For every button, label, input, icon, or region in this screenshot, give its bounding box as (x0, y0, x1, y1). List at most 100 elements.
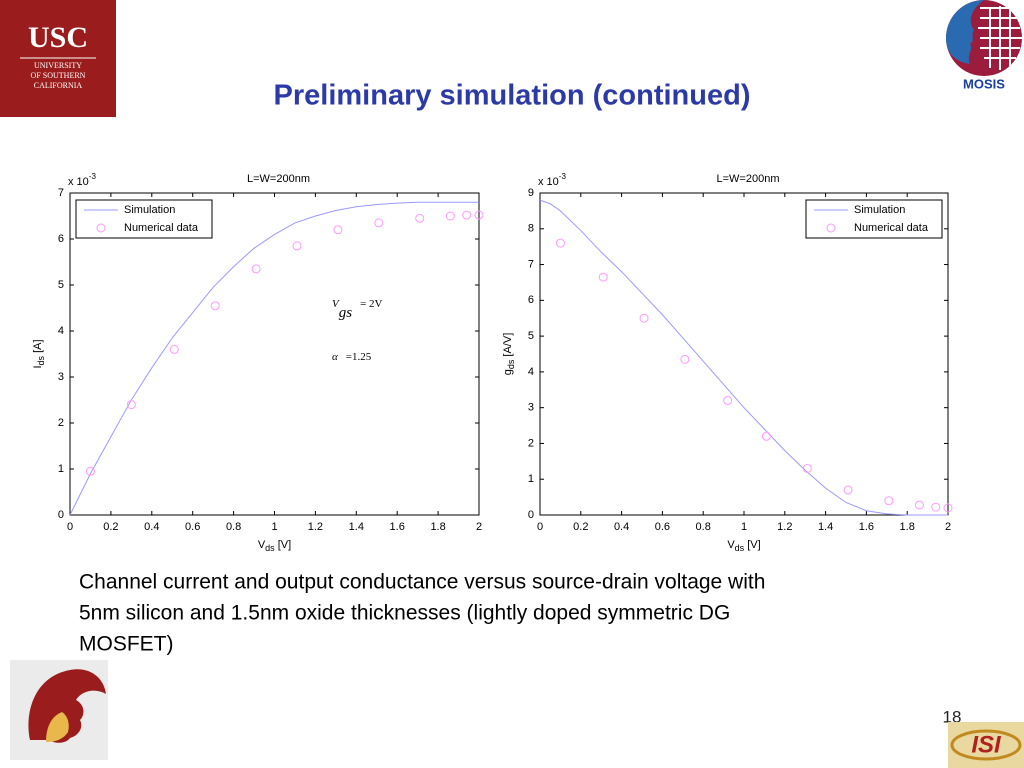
equation-rhs: = 2V (360, 298, 382, 310)
x-tick-label: 1 (271, 521, 277, 533)
mosis-head (946, 0, 984, 64)
y-tick-label: 6 (58, 233, 64, 245)
y-scale: x 10-3 (68, 172, 96, 188)
mosis-grid (978, 6, 1022, 70)
x-tick-label: 2 (476, 521, 482, 533)
data-point (251, 264, 261, 274)
chart-title: L=W=200nm (717, 173, 780, 185)
data-point (884, 496, 894, 506)
y-label-text: I (32, 365, 44, 368)
plot-area (539, 192, 949, 516)
data-point (374, 218, 384, 228)
data-point (914, 500, 924, 510)
y-label-unit: [A/V] (502, 333, 514, 360)
simulation-line (69, 201, 479, 516)
x-tick-label: 1.6 (390, 521, 405, 533)
x-label-unit: [V] (275, 539, 292, 551)
y-tick-label: 1 (528, 473, 534, 485)
data-point (445, 211, 455, 221)
isi-logo: ISI (948, 722, 1024, 768)
y-tick-label: 9 (528, 187, 534, 199)
x-tick-label: 1.8 (430, 521, 445, 533)
equation: α =1.25 (332, 351, 372, 363)
page-number: 18 (943, 707, 962, 726)
data-point (292, 241, 302, 251)
y-scale-exp: -3 (89, 172, 97, 181)
data-point (474, 210, 484, 220)
chart-title: L=W=200nm (247, 173, 310, 185)
x-label-text: V (727, 539, 735, 551)
x-tick-label: 0 (67, 521, 73, 533)
equation-sub: gs (339, 305, 353, 321)
equation: Vgs = 2V (332, 298, 383, 322)
x-tick-label: 0.8 (696, 521, 711, 533)
x-tick-label: 0.6 (655, 521, 670, 533)
y-tick-label: 7 (58, 187, 64, 199)
y-scale-base: x 10 (68, 176, 89, 188)
y-label-unit: [A] (32, 339, 44, 356)
trojan-logo (10, 660, 108, 760)
y-tick-label: 1 (58, 463, 64, 475)
x-tick-label: 0.4 (144, 521, 159, 533)
data-point (943, 503, 953, 513)
usc-logo-text: CALIFORNIA (34, 81, 83, 90)
y-tick-label: 3 (58, 371, 64, 383)
legend-label: Numerical data (854, 222, 929, 234)
usc-logo-text: OF SOUTHERN (31, 71, 86, 80)
y-tick-label: 0 (528, 509, 534, 521)
x-tick-label: 0.4 (614, 521, 629, 533)
trojan-face (46, 712, 69, 742)
y-axis-label: Ids [A] (32, 339, 46, 368)
data-point (931, 502, 941, 512)
legend-swatch (826, 223, 836, 233)
y-label-sub: ds (36, 355, 46, 365)
plot: 0 0.2 0.4 0.6 0.8 1 1.2 1.4 1.6 1.8 2 0 1 2 3 4 5 6 7 8 9 L=W… (502, 172, 953, 553)
mosis-text: MOSIS (963, 76, 1005, 91)
data-point (210, 301, 220, 311)
data-point (555, 238, 565, 248)
legend-label: Simulation (854, 204, 905, 216)
legend-label: Numerical data (124, 222, 199, 234)
x-label-sub: ds (265, 543, 275, 553)
x-label-sub: ds (735, 543, 745, 553)
y-tick-label: 8 (528, 223, 534, 235)
y-label-sub: ds (506, 359, 516, 369)
slide-title: Preliminary simulation (continued) (274, 80, 751, 112)
y-tick-label: 0 (58, 509, 64, 521)
legend-label: Simulation (124, 204, 175, 216)
y-tick-label: 2 (58, 417, 64, 429)
isi-text: ISI (971, 731, 1002, 758)
x-tick-label: 1.2 (777, 521, 792, 533)
equation-symbol: V (332, 298, 340, 310)
y-label-text: g (502, 369, 514, 375)
x-tick-label: 1.4 (349, 521, 364, 533)
x-tick-label: 0.6 (185, 521, 200, 533)
y-tick-label: 4 (528, 366, 534, 378)
x-axis-label: Vds [V] (727, 539, 760, 553)
x-label-text: V (258, 539, 266, 551)
y-scale-base: x 10 (538, 176, 559, 188)
x-tick-label: 1.6 (859, 521, 874, 533)
equation-symbol: α (332, 351, 338, 363)
x-tick-label: 0.2 (103, 521, 118, 533)
isi-swoosh (950, 729, 1022, 761)
plot: 0 0.2 0.4 0.6 0.8 1 1.2 1.4 1.6 1.8 2 0 1 2 3 4 5 6 7 L=W=2… (32, 172, 484, 553)
mosis-logo: MOSIS (946, 0, 1022, 91)
x-axis-label: Vds [V] (258, 539, 291, 553)
x-label-unit: [V] (744, 539, 761, 551)
data-point (802, 463, 812, 473)
x-tick-label: 1.8 (900, 521, 915, 533)
data-point (723, 396, 733, 406)
x-tick-label: 1.2 (308, 521, 323, 533)
data-point (843, 485, 853, 495)
legend-swatch (96, 223, 106, 233)
y-scale: x 10-3 (538, 172, 566, 188)
x-tick-label: 0.2 (573, 521, 588, 533)
x-tick-label: 1.4 (818, 521, 833, 533)
x-tick-label: 0.8 (226, 521, 241, 533)
y-tick-label: 5 (58, 279, 64, 291)
y-axis-label: gds [A/V] (502, 333, 516, 376)
y-tick-label: 6 (528, 294, 534, 306)
caption-line: 5nm silicon and 1.5nm oxide thicknesses … (79, 602, 730, 625)
